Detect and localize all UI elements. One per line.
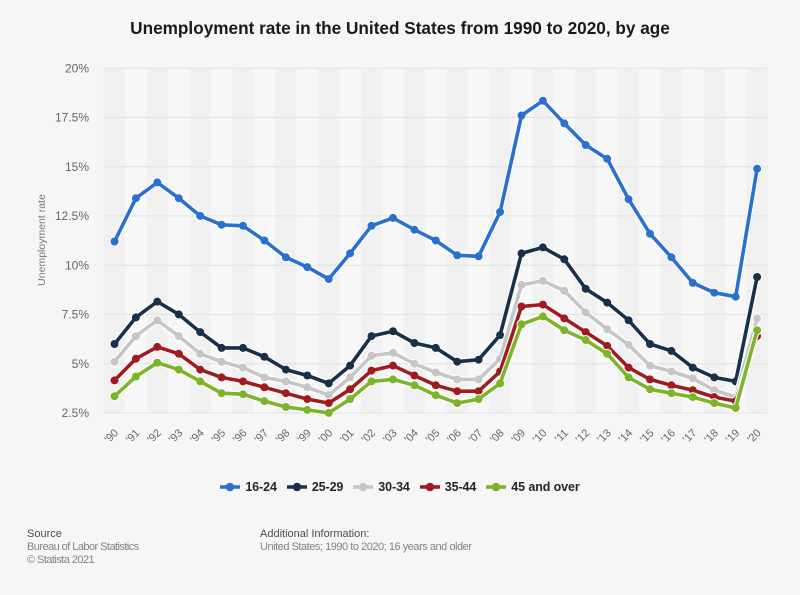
svg-text:'08: '08 [488, 427, 507, 446]
svg-text:'15: '15 [638, 427, 657, 446]
svg-text:10%: 10% [65, 258, 89, 272]
svg-text:'02: '02 [359, 427, 378, 446]
svg-text:'92: '92 [145, 427, 164, 446]
svg-text:'03: '03 [381, 427, 400, 446]
svg-text:'06: '06 [445, 427, 464, 446]
svg-text:'05: '05 [424, 427, 443, 446]
svg-text:'95: '95 [210, 427, 229, 446]
svg-text:'90: '90 [102, 427, 121, 446]
svg-text:'13: '13 [595, 427, 614, 446]
svg-text:Unemployment rate: Unemployment rate [36, 194, 48, 286]
svg-text:'19: '19 [724, 427, 743, 446]
svg-text:15%: 15% [65, 160, 89, 174]
svg-text:'00: '00 [317, 427, 336, 446]
svg-text:'09: '09 [509, 427, 528, 446]
svg-text:'01: '01 [338, 427, 357, 446]
svg-text:'17: '17 [681, 427, 700, 446]
svg-text:12.5%: 12.5% [55, 209, 89, 223]
svg-text:20%: 20% [65, 61, 89, 75]
svg-text:'12: '12 [574, 427, 593, 446]
svg-text:'04: '04 [402, 427, 421, 446]
svg-text:'18: '18 [702, 427, 721, 446]
svg-text:'10: '10 [531, 427, 550, 446]
svg-text:'96: '96 [231, 427, 250, 446]
svg-text:7.5%: 7.5% [62, 308, 90, 322]
svg-text:'07: '07 [467, 427, 486, 446]
svg-text:'14: '14 [617, 427, 636, 446]
svg-text:'91: '91 [124, 427, 143, 446]
svg-text:'93: '93 [167, 427, 186, 446]
svg-text:5%: 5% [72, 357, 90, 371]
svg-text:'16: '16 [659, 427, 678, 446]
svg-text:'97: '97 [252, 427, 271, 446]
svg-text:'11: '11 [553, 427, 571, 445]
svg-text:'20: '20 [745, 427, 764, 446]
svg-text:'99: '99 [295, 427, 314, 446]
svg-text:'94: '94 [188, 427, 207, 446]
svg-text:2.5%: 2.5% [62, 406, 90, 420]
svg-text:'98: '98 [274, 427, 293, 446]
svg-text:17.5%: 17.5% [55, 111, 89, 125]
